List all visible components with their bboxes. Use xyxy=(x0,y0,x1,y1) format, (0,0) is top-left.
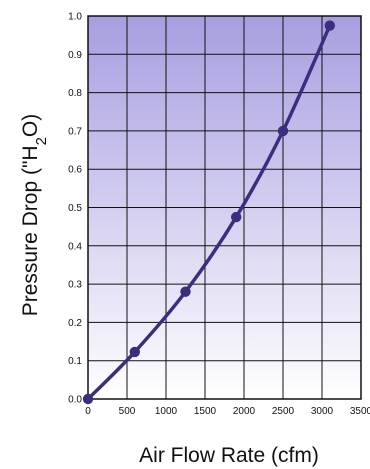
y-axis-label: Pressure Drop ("H2O) xyxy=(19,114,50,317)
y-tick-label: 0.6 xyxy=(68,165,82,176)
x-tick-label: 1500 xyxy=(194,406,217,417)
y-tick-label: 0.3 xyxy=(68,280,82,291)
y-tick-label: 0.8 xyxy=(68,88,82,99)
y-axis-label-subscript: 2 xyxy=(33,137,50,145)
data-point xyxy=(82,393,94,405)
y-tick-label: 0.5 xyxy=(68,203,82,214)
y-tick-label: 0.2 xyxy=(68,318,82,329)
y-axis-label-prefix: Pressure Drop ("H xyxy=(19,145,42,316)
x-tick-label: 3500 xyxy=(350,406,370,417)
data-points xyxy=(82,20,335,405)
data-point xyxy=(180,286,191,297)
data-point xyxy=(231,211,242,223)
x-tick-label: 3000 xyxy=(311,406,334,417)
data-point xyxy=(129,346,140,358)
y-tick-label: 0.9 xyxy=(68,50,82,61)
data-point xyxy=(277,125,289,137)
x-axis-ticks: 0 500 1000 1500 2000 2500 3000 3500 xyxy=(85,406,370,417)
y-tick-label: 1.0 xyxy=(68,12,82,23)
y-tick-label: 0.0 xyxy=(68,395,82,406)
x-tick-label: 0 xyxy=(85,406,91,417)
x-tick-label: 2500 xyxy=(272,406,295,417)
x-tick-label: 1000 xyxy=(155,406,178,417)
y-tick-label: 0.7 xyxy=(68,126,82,137)
plot-frame xyxy=(87,15,362,400)
x-tick-label: 500 xyxy=(119,406,136,417)
data-point xyxy=(324,20,335,31)
y-axis-ticks: 0.0 0.1 0.2 0.3 0.4 0.5 0.6 0.7 0.8 0.9 1.0 xyxy=(68,12,82,406)
y-tick-label: 0.1 xyxy=(68,356,82,367)
x-tick-label: 2000 xyxy=(233,406,256,417)
x-axis-label: Air Flow Rate (cfm) xyxy=(139,444,319,467)
y-tick-label: 0.4 xyxy=(68,241,82,252)
y-axis-label-suffix: O) xyxy=(19,114,42,137)
